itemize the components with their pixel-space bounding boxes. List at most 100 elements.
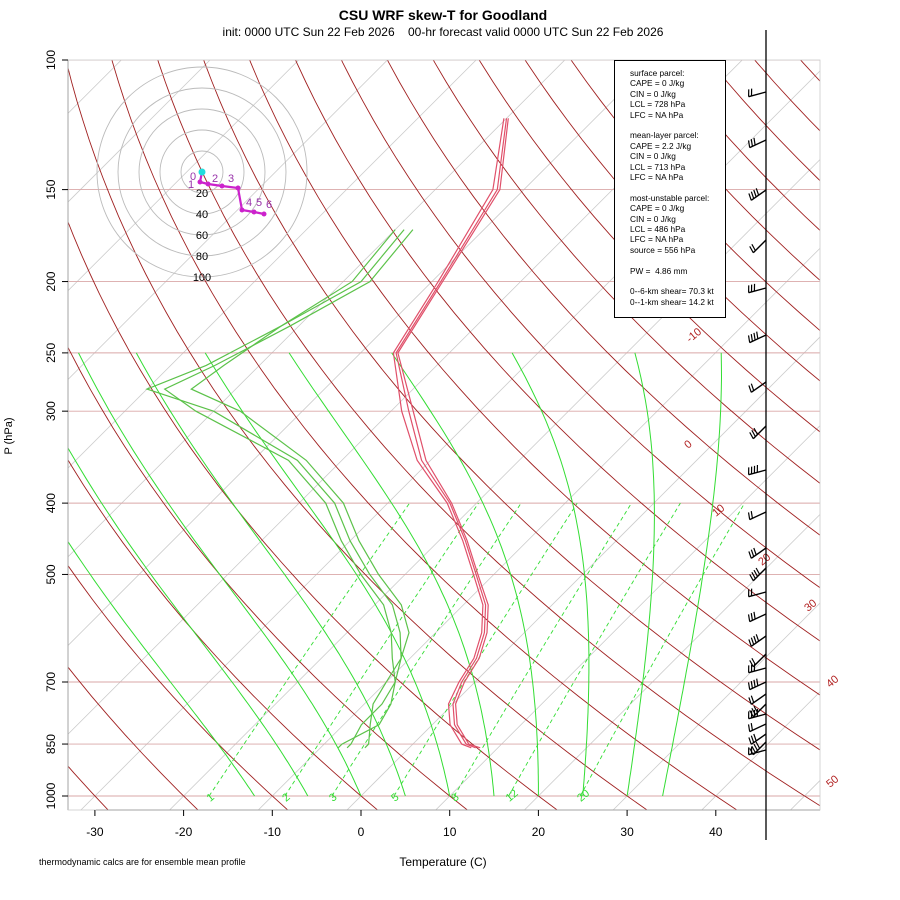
dry-adiabat	[340, 60, 820, 589]
wind-barb	[747, 611, 767, 623]
isotherm-line	[68, 60, 300, 292]
footnote: thermodynamic calcs are for ensemble mea…	[39, 857, 246, 867]
wind-barb	[748, 746, 767, 756]
mixing-ratio-line	[508, 502, 681, 797]
isotherm-line	[523, 513, 820, 810]
dry-adiabat-label: 40	[824, 673, 841, 690]
dry-adiabat	[111, 60, 738, 810]
mixing-ratio-label: 12	[504, 787, 521, 804]
wind-barb	[747, 678, 767, 691]
isotherm-line	[612, 602, 820, 810]
stats-line: surface parcel:	[630, 68, 685, 78]
dry-adiabat	[68, 346, 469, 810]
temperature-profile	[397, 118, 509, 749]
x-tick-label: 30	[620, 825, 634, 839]
hodograph-point-label: 0	[190, 171, 196, 183]
dry-adiabat	[68, 66, 648, 810]
y-tick-label: 100	[44, 50, 58, 70]
stats-line: LFC = NA hPa	[630, 172, 684, 183]
mixing-ratio-line	[579, 502, 745, 797]
moist-adiabat	[626, 352, 655, 797]
hodograph-ring	[138, 108, 266, 236]
hodograph-ring	[180, 150, 224, 194]
x-tick-label: 0	[358, 825, 365, 839]
hodograph-point	[261, 211, 267, 217]
dry-adiabat	[295, 60, 820, 642]
moist-adiabat	[78, 352, 362, 797]
stats-line: LCL = 728 hPa	[630, 99, 686, 110]
temperature-profile	[392, 118, 505, 749]
hodograph-ring	[159, 129, 245, 215]
shear-line: 0--1-km shear= 14.2 kt	[630, 296, 714, 307]
stats-line: LCL = 486 hPa	[630, 224, 686, 235]
hodograph-ring-label: 60	[196, 230, 208, 242]
mixing-ratio-line	[331, 502, 522, 797]
moist-adiabat	[288, 352, 495, 797]
dry-adiabat-label: 30	[802, 597, 819, 614]
wind-barb	[748, 693, 767, 705]
moist-adiabat	[391, 352, 539, 796]
hodograph-ring	[96, 66, 308, 278]
wind-barb	[748, 733, 767, 745]
wind-barb	[747, 331, 767, 344]
isotherm-line	[68, 60, 211, 203]
isotherm-line	[68, 60, 122, 114]
y-tick-label: 700	[44, 672, 58, 692]
mixing-ratio-line	[453, 502, 632, 797]
isotherm-line	[789, 779, 820, 810]
precipitable-water: PW = 4.86 mm	[630, 265, 688, 276]
moist-adiabat	[204, 352, 451, 797]
shear-line: 0--6-km shear= 70.3 kt	[630, 286, 714, 297]
chart-subtitle: init: 0000 UTC Sun 22 Feb 2026 00-hr for…	[222, 25, 664, 39]
wind-barb	[748, 88, 767, 98]
stats-line: LCL = 713 hPa	[630, 161, 686, 172]
hodograph-ring-label: 40	[196, 209, 208, 221]
dewpoint-profile	[145, 229, 402, 749]
isotherm-line	[80, 70, 820, 810]
plot-frame	[67, 59, 821, 811]
y-tick-label: 850	[44, 734, 58, 754]
stats-line: CAPE = 0 J/kg	[630, 203, 685, 214]
hodograph-point-label: 3	[228, 173, 234, 185]
isotherm-line	[169, 159, 820, 810]
chart-title: CSU WRF skew-T for Goodland	[338, 7, 548, 23]
hodograph-point	[219, 183, 225, 189]
dry-adiabat	[831, 44, 900, 812]
wind-barb	[747, 723, 767, 733]
x-tick-label: 40	[709, 825, 723, 839]
temperature-profile	[395, 118, 508, 749]
stats-line: CIN = 0 J/kg	[630, 88, 676, 99]
mixing-ratio-label: 5	[389, 791, 401, 804]
hodograph-point-label: 2	[212, 173, 218, 185]
wind-barb	[747, 511, 767, 521]
isotherm-line	[68, 60, 655, 647]
wind-barb	[748, 188, 767, 201]
wind-barb	[748, 634, 767, 647]
hodograph-point	[197, 179, 203, 185]
hodograph-point	[205, 181, 211, 187]
isotherm-line	[346, 336, 820, 810]
hodograph-point-label: 5	[256, 197, 262, 209]
wind-barb	[748, 547, 767, 559]
mixing-ratio-label: 3	[327, 791, 339, 804]
parcel-stats-box: surface parcel: CAPE = 0 J/kg CIN = 0 J/…	[614, 60, 726, 318]
stats-line: CIN = 0 J/kg	[630, 213, 676, 224]
dry-adiabat	[68, 564, 289, 810]
dry-adiabat	[662, 60, 820, 231]
wind-barb	[748, 465, 767, 476]
stats-line: LFC = NA hPa	[630, 234, 684, 245]
y-tick-label: 150	[44, 179, 58, 199]
hodograph-ring-label: 20	[196, 188, 208, 200]
x-tick-label: -30	[86, 825, 104, 839]
y-tick-label: 1000	[44, 782, 58, 809]
mixing-ratio-label: 2	[280, 791, 292, 804]
dry-adiabat	[249, 60, 820, 696]
hodograph-ring-label: 100	[193, 272, 211, 284]
y-tick-label: 200	[44, 271, 58, 291]
wind-barb	[747, 137, 767, 149]
x-tick-label: -20	[175, 825, 193, 839]
dry-adiabat	[800, 60, 820, 82]
isotherm-line	[68, 60, 477, 469]
stats-line: most-unstable parcel:	[630, 192, 710, 203]
dry-adiabat	[432, 60, 820, 484]
